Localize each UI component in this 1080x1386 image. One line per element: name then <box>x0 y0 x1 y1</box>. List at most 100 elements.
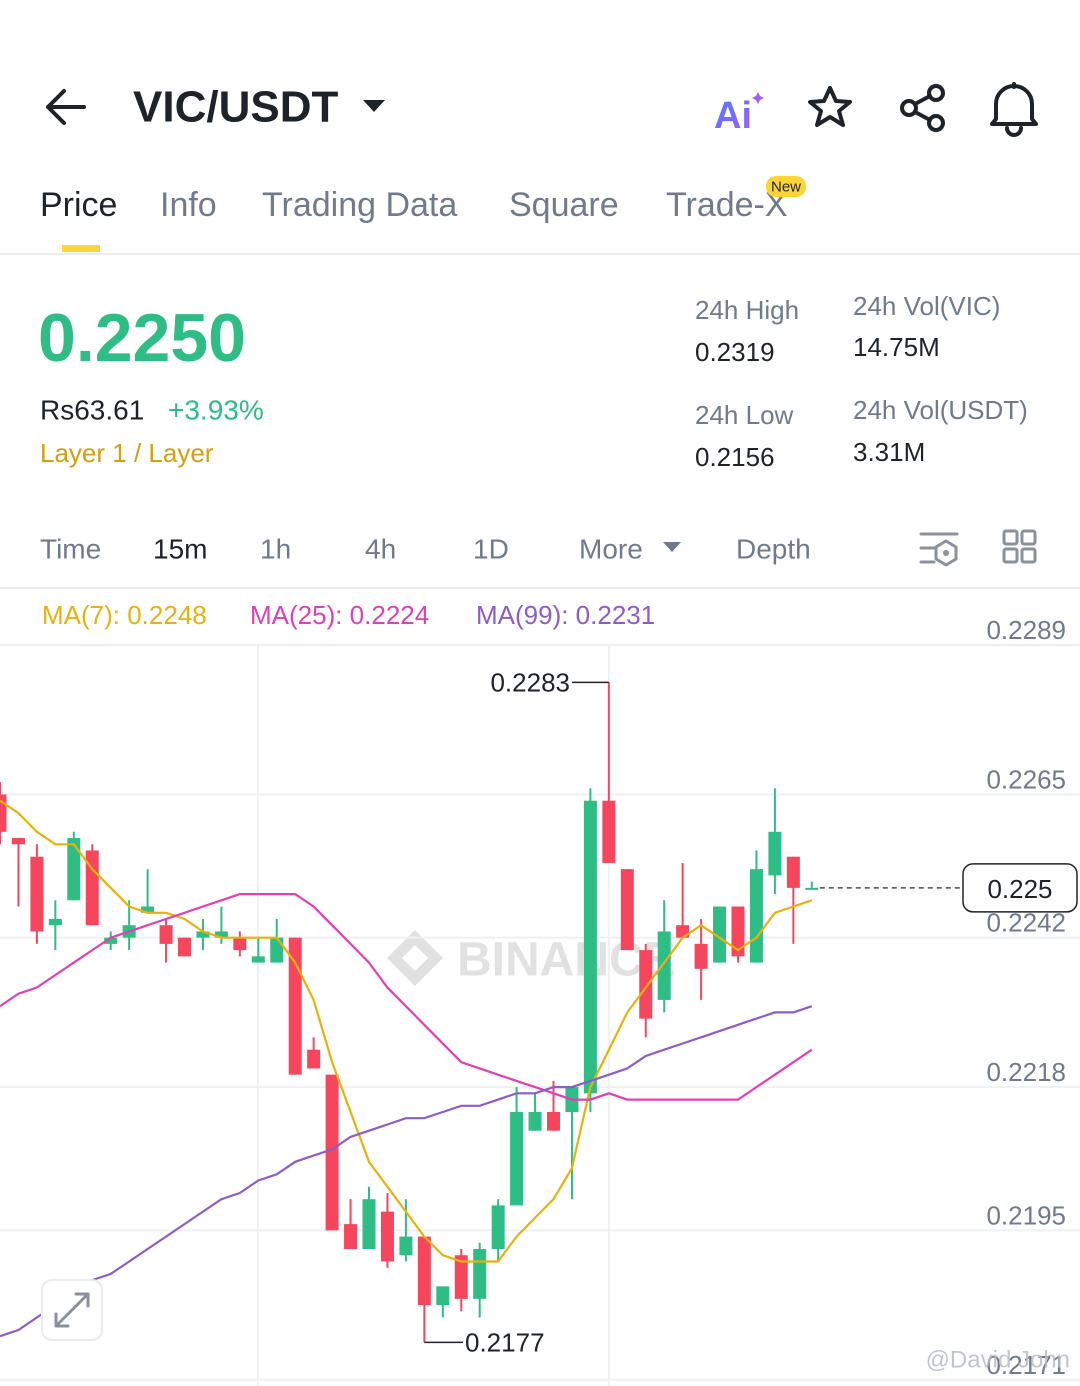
tab[interactable]: Trade-X <box>666 186 788 224</box>
candle-body <box>713 906 727 963</box>
interval[interactable]: Time <box>40 534 101 565</box>
candle-body <box>159 925 173 944</box>
candle-body <box>288 937 302 1075</box>
candle-body <box>141 906 155 913</box>
legend-entry: MA(99): 0.2231 <box>476 600 655 630</box>
legend-entry: MA(25): 0.2224 <box>250 600 429 630</box>
favorite-button[interactable] <box>808 86 852 127</box>
candle-body <box>196 931 210 938</box>
candle-body <box>547 1112 560 1131</box>
y-tick-label: 0.2289 <box>986 615 1066 645</box>
candle-body <box>0 794 7 832</box>
layout-button[interactable] <box>1002 529 1037 564</box>
ma-line <box>0 1005 813 1338</box>
interval[interactable]: 1D <box>473 534 509 565</box>
interval-more[interactable]: More <box>579 534 643 565</box>
candle-body <box>749 869 763 963</box>
candle-body <box>417 1236 431 1306</box>
interval[interactable]: 4h <box>365 534 396 565</box>
candle-body <box>85 850 99 926</box>
stat-label: 24h High <box>695 295 799 325</box>
candle-body <box>11 838 25 845</box>
candle-body <box>786 856 800 888</box>
watermark-text: BINANCE <box>457 934 676 987</box>
candle-body <box>639 950 653 1019</box>
fiat-price: Rs63.61 <box>40 395 144 426</box>
y-tick-label: 0.2171 <box>986 1350 1066 1380</box>
tab[interactable]: Info <box>160 186 217 224</box>
candle-body <box>473 1249 487 1299</box>
tab[interactable]: Trading Data <box>262 186 457 224</box>
candle-body <box>104 937 118 944</box>
candle-body <box>30 856 44 932</box>
ai-button[interactable]: Ai <box>714 95 752 137</box>
credit: @David John <box>926 1347 1070 1374</box>
y-tick-label: 0.2218 <box>986 1057 1066 1087</box>
stat-label: 24h Vol(USDT) <box>853 395 1028 425</box>
tab-indicator <box>62 245 100 252</box>
candle-body <box>620 869 634 951</box>
stat-value: 14.75M <box>853 332 940 362</box>
candle-body <box>67 838 81 901</box>
candle-body <box>214 931 228 938</box>
tab-active[interactable]: Price <box>40 186 117 224</box>
candle-body <box>731 906 745 957</box>
back-button[interactable] <box>46 89 86 125</box>
candle-body <box>380 1211 394 1262</box>
interval-active[interactable]: 15m <box>153 534 207 565</box>
candle-body <box>583 800 597 1094</box>
max-annotation: 0.2283 <box>490 667 570 697</box>
ma-line <box>0 799 813 1263</box>
stat-value: 0.2156 <box>695 442 775 472</box>
ai-sparkle <box>752 92 764 104</box>
candle-body <box>510 1112 524 1206</box>
y-tick-label: 0.2195 <box>986 1200 1066 1230</box>
stat-label: 24h Low <box>695 400 794 430</box>
candle-body <box>602 800 616 863</box>
candle-body <box>233 937 247 951</box>
price-change: +3.93% <box>168 395 264 426</box>
candlestick-chart: 0.2289 0.2265 0.2242 0.2218 0.2195 0.2171 MA(7… <box>0 600 1080 1381</box>
new-badge-text: New <box>771 179 801 196</box>
watermark: BINANCE <box>387 930 676 987</box>
tab[interactable]: Square <box>509 186 619 224</box>
candle-body <box>178 937 191 957</box>
more-caret[interactable] <box>663 542 681 552</box>
candle-body <box>362 1199 376 1250</box>
alert-button[interactable] <box>990 82 1038 137</box>
category-tags[interactable]: Layer 1 / Layer <box>40 438 214 468</box>
candle-body <box>694 943 708 969</box>
interval[interactable]: Depth <box>736 534 811 565</box>
candle-body <box>436 1286 450 1306</box>
candle-body <box>399 1236 413 1256</box>
candle-body <box>528 1112 542 1131</box>
candle-body <box>344 1224 358 1250</box>
interval[interactable]: 1h <box>260 534 291 565</box>
legend-entry: MA(7): 0.2248 <box>42 600 207 630</box>
candle-body <box>48 918 62 926</box>
y-tick-label: 0.2242 <box>986 908 1066 938</box>
candle-body <box>270 937 284 963</box>
indicator-settings[interactable] <box>919 532 959 567</box>
last-price-label: 0.225 <box>987 874 1052 904</box>
pair-title[interactable]: VIC/USDT <box>133 83 338 132</box>
candle-body <box>251 956 265 963</box>
candle-body <box>454 1255 468 1299</box>
stat-value: 3.31M <box>853 437 925 467</box>
candle-body <box>325 1074 339 1231</box>
last-price-box <box>962 863 1078 913</box>
y-tick-label: 0.2265 <box>986 764 1066 794</box>
share-button[interactable] <box>900 84 945 132</box>
new-badge <box>766 176 806 197</box>
pair-dropdown[interactable] <box>363 100 385 112</box>
candle-body <box>657 931 671 1000</box>
stat-value: 0.2319 <box>695 337 775 367</box>
expand-icon[interactable] <box>54 1292 90 1328</box>
ma-line <box>0 893 813 1101</box>
candle-body <box>768 831 782 876</box>
min-annotation: 0.2177 <box>465 1327 545 1357</box>
candle-body <box>805 887 819 890</box>
stat-label: 24h Vol(VIC) <box>853 291 1000 321</box>
